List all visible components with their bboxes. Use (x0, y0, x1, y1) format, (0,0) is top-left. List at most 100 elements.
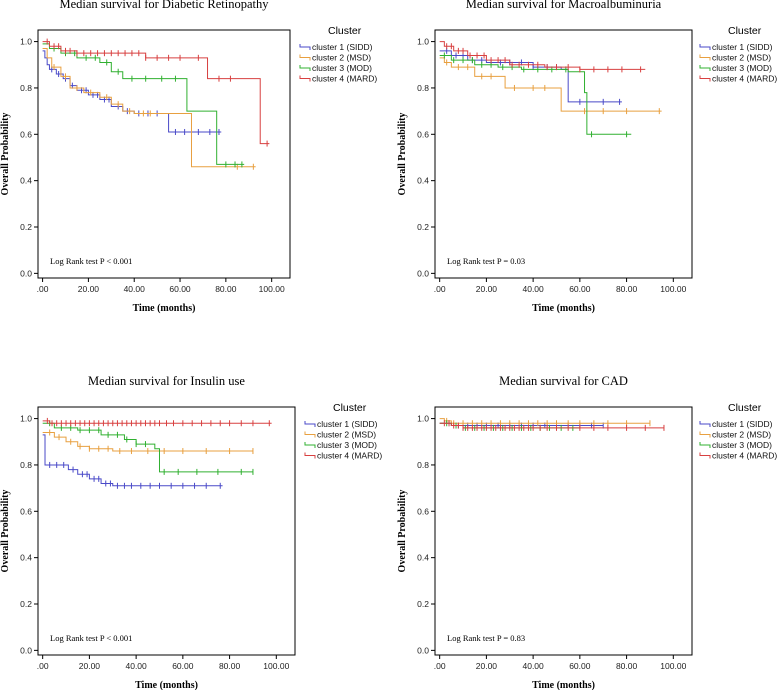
x-tick-label: 100.00 (263, 661, 289, 671)
legend-swatch-3 (699, 442, 711, 448)
series-4-group (42, 38, 270, 147)
series-2-group (439, 57, 662, 115)
plot-frame (434, 406, 693, 656)
x-axis-label: Time (months) (133, 303, 196, 314)
y-tick-label: 0.6 (417, 506, 429, 516)
legend-entry-2: cluster 2 (MSD) (317, 430, 376, 440)
x-tick-label: .00 (434, 284, 446, 294)
y-tick-label: 0.8 (417, 83, 429, 93)
x-tick-label: 60.00 (172, 661, 194, 671)
log-rank-annotation: Log Rank test P < 0.001 (50, 633, 132, 643)
x-tick-label: 80.00 (219, 661, 241, 671)
chart-title: Median survival for Insulin use (88, 374, 245, 388)
survival-curve-4 (439, 41, 646, 70)
x-tick-label: 80.00 (616, 284, 638, 294)
survival-curve-2 (42, 48, 256, 168)
legend-entry-1: cluster 1 (SIDD) (712, 42, 773, 52)
legend-swatch-3 (299, 65, 311, 71)
chart-title: Median survival for Macroalbuminuria (466, 0, 662, 11)
x-tick-label: 40.00 (522, 661, 544, 671)
x-tick-label: 40.00 (124, 284, 146, 294)
log-rank-annotation: Log Rank test P < 0.001 (50, 256, 132, 266)
x-tick-label: 80.00 (215, 284, 237, 294)
plot-frame (37, 406, 296, 656)
y-tick-label: 1.0 (20, 414, 32, 424)
y-tick-label: 0.2 (20, 599, 32, 609)
series-4-group (439, 420, 665, 431)
survival-curve-2 (439, 418, 650, 424)
legend-title: Cluster (728, 402, 762, 414)
legend-swatch-1 (299, 44, 311, 50)
legend-entry-1: cluster 1 (SIDD) (712, 419, 773, 429)
survival-curve-3 (42, 422, 253, 473)
chart-panel-3: Median survival for Insulin use 0.0 0.2 0.4… (0, 374, 382, 690)
series-2-group (42, 429, 254, 455)
y-tick-label: 0.0 (417, 645, 429, 655)
legend-swatch-2 (299, 54, 311, 61)
y-tick-label: 1.0 (417, 37, 429, 47)
y-axis-label: Overall Probability (0, 490, 11, 573)
legend-entry-2: cluster 2 (MSD) (712, 430, 771, 440)
legend-entry-1: cluster 1 (SIDD) (317, 419, 378, 429)
survival-curve-2 (439, 57, 662, 112)
legend-title: Cluster (728, 25, 762, 37)
x-tick-label: 20.00 (78, 284, 100, 294)
y-tick-label: 0.6 (417, 129, 429, 139)
legend-entry-3: cluster 3 (MOD) (712, 440, 772, 450)
series-4-group (439, 41, 646, 73)
y-tick-label: 1.0 (417, 414, 429, 424)
y-tick-label: 0.2 (417, 222, 429, 232)
x-tick-label: 20.00 (79, 661, 101, 671)
chart-panel-4: Median survival for CAD 0.0 0.2 0.4 0.6 0.8 1.… (397, 374, 777, 690)
plot-frame (37, 29, 291, 279)
y-tick-label: 0.4 (20, 553, 32, 563)
x-tick-label: 100.00 (660, 661, 686, 671)
y-tick-label: 0.0 (20, 268, 32, 278)
legend-entry-3: cluster 3 (MOD) (317, 440, 377, 450)
legend-entry-4: cluster 4 (MARD) (312, 74, 377, 84)
y-tick-label: 0.4 (417, 176, 429, 186)
legend-swatch-2 (304, 431, 316, 438)
chart-panel-1: Median survival for Diabetic Retinopathy… (0, 0, 377, 314)
y-tick-label: 0.8 (417, 460, 429, 470)
x-tick-label: 40.00 (522, 284, 544, 294)
legend-entry-2: cluster 2 (MSD) (712, 53, 771, 63)
legend-entry-2: cluster 2 (MSD) (312, 53, 371, 63)
legend-swatch-4 (304, 452, 316, 459)
legend-entry-4: cluster 4 (MARD) (712, 451, 777, 461)
y-tick-label: 0.8 (20, 460, 32, 470)
x-tick-label: 60.00 (569, 284, 591, 294)
x-tick-label: 20.00 (476, 284, 498, 294)
legend-entry-1: cluster 1 (SIDD) (312, 42, 373, 52)
x-tick-label: 60.00 (569, 661, 591, 671)
y-tick-label: 0.0 (417, 268, 429, 278)
x-tick-label: 60.00 (169, 284, 191, 294)
y-tick-label: 0.4 (417, 553, 429, 563)
series-1-group (42, 434, 223, 489)
x-tick-label: .00 (434, 661, 446, 671)
legend-swatch-4 (699, 452, 711, 459)
y-axis-label: Overall Probability (0, 113, 11, 196)
x-tick-label: 100.00 (259, 284, 285, 294)
y-axis-label: Overall Probability (397, 113, 408, 196)
x-tick-label: .00 (37, 284, 49, 294)
series-4-group (42, 417, 272, 427)
legend-swatch-2 (699, 431, 711, 438)
survival-curve-1 (42, 434, 223, 487)
y-tick-label: 1.0 (20, 37, 32, 47)
legend-swatch-4 (699, 75, 711, 82)
y-axis-label: Overall Probability (397, 490, 408, 573)
legend-swatch-3 (304, 442, 316, 448)
y-tick-label: 0.0 (20, 645, 32, 655)
survival-curve-4 (42, 420, 272, 424)
chart-title: Median survival for CAD (499, 374, 628, 388)
legend-swatch-1 (304, 421, 316, 427)
x-tick-label: .00 (37, 661, 49, 671)
series-2-group (42, 48, 256, 170)
legend-entry-3: cluster 3 (MOD) (312, 63, 372, 73)
legend-swatch-3 (699, 65, 711, 71)
y-tick-label: 0.6 (20, 129, 32, 139)
log-rank-annotation: Log Rank test P = 0.83 (447, 633, 525, 643)
x-tick-label: 100.00 (660, 284, 686, 294)
